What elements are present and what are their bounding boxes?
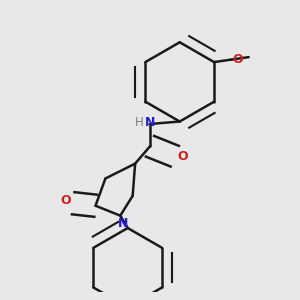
- Text: N: N: [118, 217, 128, 230]
- Text: H: H: [135, 116, 144, 128]
- Text: O: O: [177, 150, 188, 163]
- Text: N: N: [145, 116, 155, 128]
- Text: O: O: [60, 194, 71, 207]
- Text: O: O: [232, 53, 243, 66]
